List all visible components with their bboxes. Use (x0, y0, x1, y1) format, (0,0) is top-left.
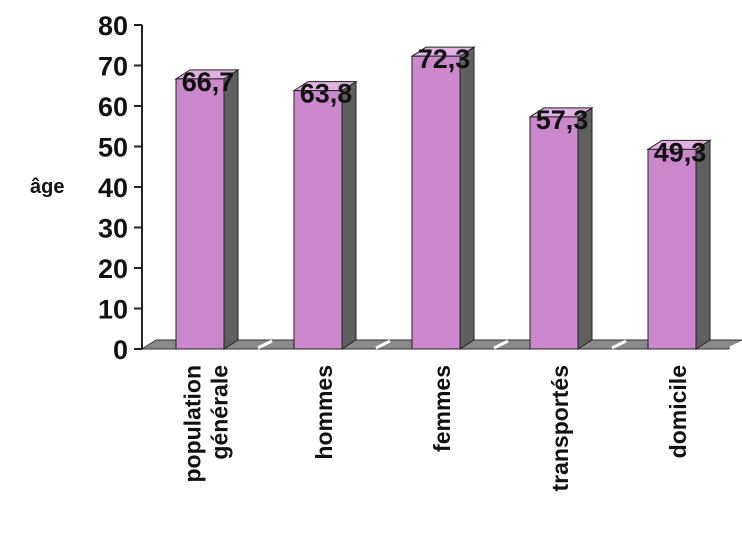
floor-separator (493, 339, 509, 350)
bar-front (647, 148, 697, 350)
data-label: 57,3 (536, 105, 589, 135)
bar-front (293, 90, 343, 350)
y-axis-label: âge (30, 176, 64, 198)
bar-side (459, 46, 475, 350)
data-label: 66,7 (182, 67, 235, 97)
x-category-label: hommes (311, 365, 337, 460)
bar-front (175, 78, 225, 350)
bar-side (695, 139, 711, 350)
y-tick-label: 50 (98, 133, 128, 163)
bar (528, 107, 594, 350)
x-axis-labels: population générale hommes femmes transporté… (180, 365, 692, 492)
y-tick-label: 0 (113, 335, 128, 365)
bar-front (529, 116, 579, 350)
bar-side (577, 107, 593, 350)
bar (646, 139, 712, 350)
data-label: 49,3 (654, 137, 707, 167)
x-category-label: générale (207, 365, 233, 460)
bars (174, 46, 712, 350)
y-axis: 0 10 20 30 40 50 60 70 80 (98, 11, 143, 365)
y-tick-label: 70 (98, 52, 128, 82)
y-tick-label: 40 (98, 173, 128, 203)
floor-separator (257, 339, 273, 350)
bar-front (411, 55, 461, 350)
y-tick-label: 10 (98, 295, 128, 325)
floor-separator (611, 339, 627, 350)
y-tick-label: 60 (98, 92, 128, 122)
bar-side (223, 68, 239, 350)
data-labels: 66,7 63,8 72,3 57,3 49,3 (182, 44, 707, 167)
x-category-label: transportés (547, 365, 573, 492)
x-category-label: domicile (665, 365, 691, 458)
bar (174, 68, 240, 350)
y-tick-label: 80 (98, 11, 128, 41)
data-label: 72,3 (418, 44, 471, 74)
data-label: 63,8 (300, 79, 353, 109)
y-tick-label: 20 (98, 254, 128, 284)
x-category-label: femmes (429, 365, 455, 452)
floor-separator (375, 339, 391, 350)
y-tick-label: 30 (98, 214, 128, 244)
bar (410, 46, 476, 350)
x-category-label: population (180, 365, 206, 483)
bar-side (341, 80, 357, 350)
bar (292, 80, 358, 350)
